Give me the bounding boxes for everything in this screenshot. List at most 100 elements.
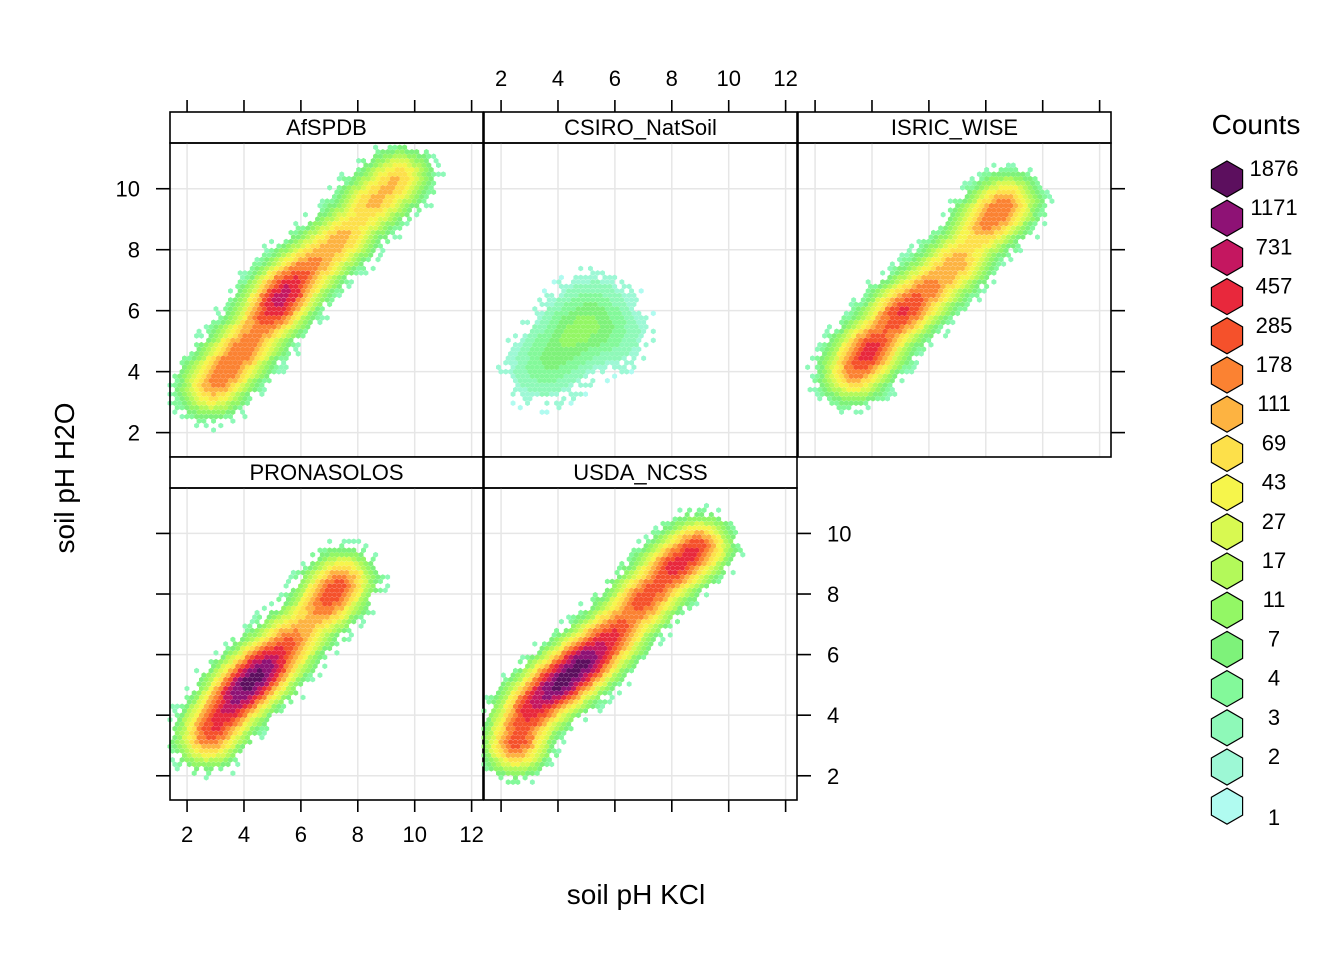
hex-cell (237, 721, 243, 727)
hex-cell (848, 319, 854, 326)
hex-cell (561, 739, 567, 745)
hex-cell (539, 337, 545, 344)
hex-cell (1006, 180, 1011, 187)
hex-cell (303, 256, 308, 263)
hex-cell (305, 324, 311, 330)
hex-cell (947, 270, 953, 276)
hex-cell (1015, 225, 1021, 231)
hex-cell (853, 328, 859, 335)
hex-cell (244, 274, 250, 281)
hex-cell (385, 193, 391, 200)
hex-cell (361, 193, 366, 200)
hex-cell (829, 382, 835, 388)
hex-cell (520, 752, 526, 759)
hex-cell (237, 359, 243, 366)
hex-cell (624, 596, 630, 603)
hex-cell (225, 355, 231, 362)
hex-cell (498, 694, 504, 701)
hex-cell (259, 292, 265, 299)
hex-cell (286, 605, 291, 612)
hex-cell (561, 333, 567, 339)
hex-cell (588, 265, 593, 272)
hex-cell (539, 382, 545, 388)
hex-cell (880, 359, 886, 366)
hex-cell (604, 297, 610, 303)
hex-cell (484, 694, 489, 701)
hex-cell (575, 333, 581, 339)
hex-cell (242, 324, 248, 330)
hex-cell (692, 560, 697, 567)
hex-cell (1035, 207, 1040, 213)
hex-cell (595, 641, 601, 647)
hex-cell (858, 328, 864, 335)
hex-cell (257, 667, 262, 674)
hex-cell (266, 712, 272, 719)
hex-cell (293, 310, 299, 317)
hex-cell (341, 256, 347, 263)
hex-cell (595, 703, 601, 710)
hex-cell (935, 238, 941, 245)
hex-cell (629, 359, 634, 366)
hex-cell (614, 632, 620, 638)
hex-cell (633, 315, 639, 321)
hex-cell (407, 207, 412, 213)
hex-cell (1030, 225, 1036, 231)
hex-cell (636, 618, 642, 625)
hex-cell (969, 193, 975, 200)
hex-cell (295, 333, 301, 339)
hex-cell (259, 265, 265, 272)
hex-cell (358, 270, 364, 276)
hex-cell (643, 569, 649, 576)
hex-cell (232, 667, 238, 674)
hex-cell (585, 368, 591, 375)
hex-cell (242, 632, 248, 638)
hex-cell (880, 270, 886, 276)
hex-cell (174, 395, 180, 402)
hex-cell (701, 560, 707, 567)
hex-cell (230, 409, 236, 415)
hex-cell (624, 359, 630, 366)
hex-cell (317, 645, 323, 652)
hex-cell (191, 391, 197, 397)
hex-cell (996, 225, 1002, 231)
hex-cell (993, 238, 999, 245)
hex-cell (303, 274, 308, 281)
hex-cell (604, 658, 610, 665)
hex-cell (525, 770, 530, 777)
panel-USDA_NCSS: USDA_NCSS (481, 456, 798, 801)
hex-cell (885, 297, 890, 303)
hex-cell (271, 261, 277, 267)
hex-cell (208, 324, 214, 330)
hex-cell (527, 667, 533, 674)
hex-cell (218, 324, 224, 330)
hex-cell (713, 556, 719, 562)
hex-cell (868, 283, 873, 290)
hex-cell (532, 748, 538, 754)
hex-cell (252, 658, 258, 665)
hex-cell (382, 587, 388, 594)
hex-cell (631, 364, 637, 371)
hex-cell (679, 592, 685, 598)
hex-cell (322, 247, 328, 254)
hex-cell (529, 708, 535, 714)
hex-cell (648, 551, 654, 558)
hex-cell (529, 743, 535, 750)
hex-cell (843, 382, 849, 388)
hex-cell (295, 315, 301, 321)
hex-cell (880, 377, 886, 384)
hex-cell (568, 283, 574, 290)
hex-cell (257, 694, 262, 701)
hex-cell (293, 319, 299, 326)
hex-cell (621, 328, 627, 335)
hex-cell (1027, 211, 1033, 218)
hex-cell (638, 623, 644, 629)
hex-cell (242, 641, 248, 647)
hex-cell (215, 681, 221, 687)
hex-cell (894, 350, 900, 357)
hex-cell (1008, 193, 1014, 200)
panel-border (169, 487, 484, 801)
hex-cell (556, 368, 562, 375)
hex-cell (986, 270, 992, 276)
hex-cell (206, 734, 212, 741)
hex-cell (218, 404, 224, 411)
